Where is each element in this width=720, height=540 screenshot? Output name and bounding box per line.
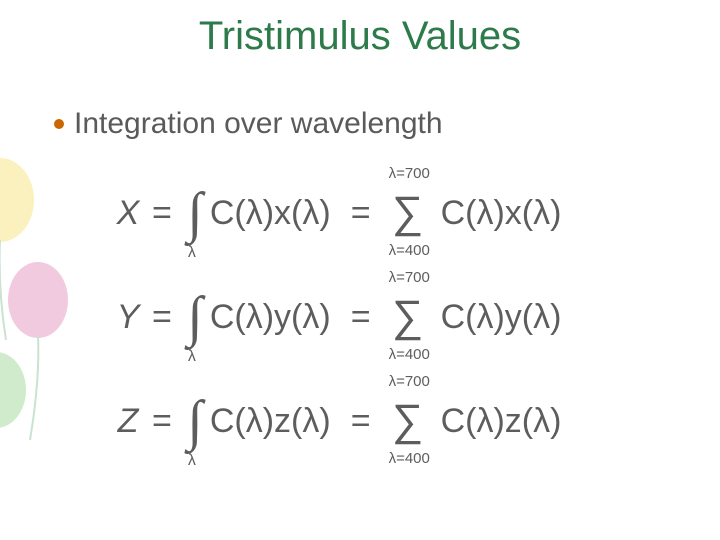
eq-lhs: X <box>110 194 146 233</box>
equation-row: Y = ∫ λ C(λ)y(λ) = λ=700 ∑ λ=400 C(λ)y(λ… <box>110 265 720 369</box>
equation-row: X = ∫ λ C(λ)x(λ) = λ=700 ∑ λ=400 C(λ)x(λ… <box>110 161 720 265</box>
equations-block: X = ∫ λ C(λ)x(λ) = λ=700 ∑ λ=400 C(λ)x(λ… <box>110 161 720 473</box>
equals-sign: = <box>331 194 385 233</box>
sum-upper-limit: λ=700 <box>389 165 430 182</box>
eq-lhs: Y <box>110 298 146 337</box>
slide-title: Tristimulus Values <box>0 0 720 59</box>
equals-sign: = <box>146 194 182 233</box>
equals-sign: = <box>331 298 385 337</box>
sum-wrap: λ=700 ∑ λ=400 <box>385 173 431 253</box>
sum-lower-limit: λ=400 <box>389 450 430 467</box>
integral-sub: λ <box>188 244 196 262</box>
balloon-decoration <box>0 140 80 540</box>
bullet-text: Integration over wavelength <box>74 107 443 141</box>
sum-func: C(λ)y(λ) <box>431 298 562 337</box>
sum-upper-limit: λ=700 <box>389 269 430 286</box>
equals-sign: = <box>331 402 385 441</box>
sum-wrap: λ=700 ∑ λ=400 <box>385 381 431 461</box>
sum-lower-limit: λ=400 <box>389 346 430 363</box>
eq-lhs: Z <box>110 402 146 441</box>
sum-icon: ∑ <box>392 191 423 235</box>
equals-sign: = <box>146 298 182 337</box>
int-func: C(λ)z(λ) <box>208 402 331 441</box>
equation-row: Z = ∫ λ C(λ)z(λ) = λ=700 ∑ λ=400 C(λ)z(λ… <box>110 369 720 473</box>
sum-wrap: λ=700 ∑ λ=400 <box>385 277 431 357</box>
integral-wrap: ∫ λ <box>182 282 208 352</box>
sum-icon: ∑ <box>392 399 423 443</box>
integral-sub: λ <box>188 348 196 366</box>
bullet-line: Integration over wavelength <box>54 107 720 141</box>
integral-sub: λ <box>188 452 196 470</box>
integral-icon: ∫ <box>187 289 202 345</box>
sum-lower-limit: λ=400 <box>389 242 430 259</box>
integral-icon: ∫ <box>187 185 202 241</box>
integral-icon: ∫ <box>187 393 202 449</box>
int-func: C(λ)x(λ) <box>208 194 331 233</box>
equals-sign: = <box>146 402 182 441</box>
sum-icon: ∑ <box>392 295 423 339</box>
sum-func: C(λ)z(λ) <box>431 402 562 441</box>
sum-upper-limit: λ=700 <box>389 373 430 390</box>
integral-wrap: ∫ λ <box>182 386 208 456</box>
int-func: C(λ)y(λ) <box>208 298 331 337</box>
integral-wrap: ∫ λ <box>182 178 208 248</box>
bullet-dot-icon <box>54 119 64 129</box>
sum-func: C(λ)x(λ) <box>431 194 562 233</box>
